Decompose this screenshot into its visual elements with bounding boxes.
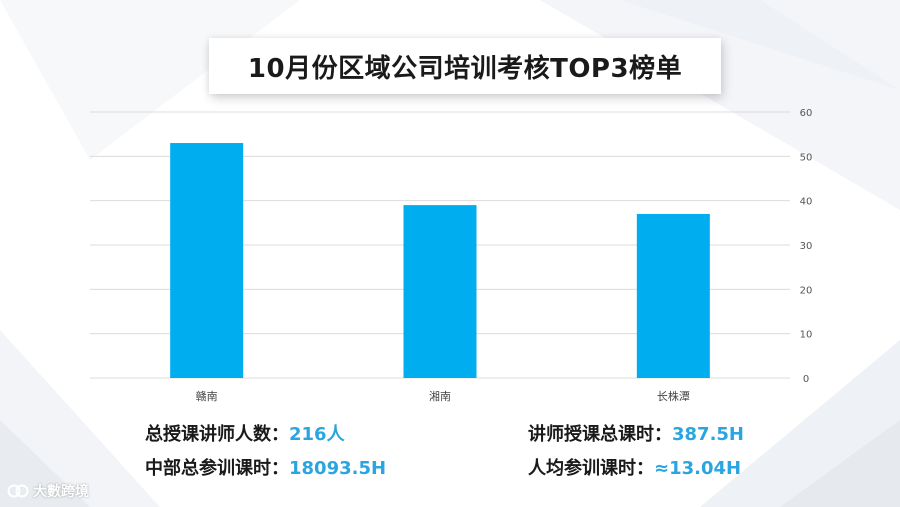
y-tick-label: 0 (803, 374, 809, 385)
y-tick-label: 50 (800, 152, 813, 163)
stat-trainers-value: 216人 (289, 424, 345, 445)
stat-teach-hours-value: 387.5H (672, 424, 744, 445)
y-tick-label: 30 (800, 241, 813, 252)
stat-avg-hours: 人均参训课时：≈13.04H (528, 454, 741, 480)
y-tick-label: 40 (800, 197, 813, 208)
y-tick-label: 20 (800, 285, 813, 296)
bar (636, 213, 710, 378)
brand-logo: 大數跨境 (7, 480, 89, 502)
stat-teach-hours-label: 讲师授课总课时： (528, 424, 672, 445)
y-tick-label: 60 (800, 108, 813, 119)
stat-hq-hours-value: 18093.5H (289, 458, 387, 479)
bar (403, 205, 477, 378)
stat-trainers-label: 总授课讲师人数： (145, 424, 289, 445)
stat-trainers: 总授课讲师人数：216人 (145, 420, 345, 446)
stat-hq-hours: 中部总参训课时：18093.5H (145, 454, 386, 480)
y-tick-label: 10 (800, 330, 813, 341)
bar (170, 143, 244, 378)
stat-avg-hours-label: 人均参训课时： (528, 458, 654, 479)
stat-avg-hours-value: ≈13.04H (654, 458, 742, 479)
logo-text: 大數跨境 (33, 484, 89, 500)
x-tick-label: 赣南 (196, 389, 218, 403)
stat-teach-hours: 讲师授课总课时：387.5H (528, 420, 744, 446)
x-tick-label: 湘南 (429, 389, 451, 403)
x-tick-label: 长株潭 (657, 389, 690, 403)
stat-hq-hours-label: 中部总参训课时： (145, 458, 289, 479)
title-banner: 10月份区域公司培训考核TOP3榜单 (209, 38, 721, 94)
chart-title: 10月份区域公司培训考核TOP3榜单 (247, 53, 683, 84)
logo-icon (7, 482, 29, 500)
